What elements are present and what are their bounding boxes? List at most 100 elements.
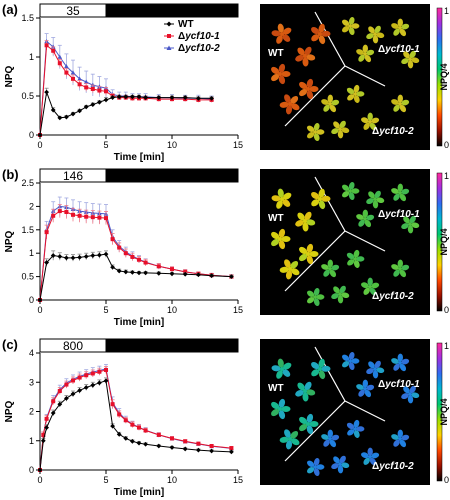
divider-line xyxy=(344,230,386,252)
leaf xyxy=(391,358,399,364)
leaf xyxy=(341,354,350,362)
data-point xyxy=(97,88,102,93)
leaf xyxy=(281,71,291,77)
y-tick-label: 1 xyxy=(29,52,34,62)
data-point xyxy=(57,54,63,59)
leaf xyxy=(306,219,316,226)
plant-rosette xyxy=(391,183,410,202)
x-tick-label: 10 xyxy=(167,140,177,150)
leaf-center xyxy=(288,267,292,271)
series-line xyxy=(39,210,232,301)
data-point xyxy=(83,254,89,259)
panel-letter: (b) xyxy=(2,167,19,182)
leaf-center xyxy=(303,54,307,58)
leaf xyxy=(299,416,308,425)
x-tick-label: 15 xyxy=(233,475,243,485)
data-point xyxy=(97,99,102,105)
leaf xyxy=(290,96,299,104)
leaf xyxy=(407,395,414,404)
series-wt xyxy=(37,250,234,303)
leaf xyxy=(311,362,320,370)
x-axis-label: Time [min] xyxy=(114,487,164,498)
leaf xyxy=(279,436,289,443)
leaf xyxy=(362,209,369,218)
leaf xyxy=(376,32,385,38)
leaf xyxy=(399,28,407,37)
light-intensity-label: 35 xyxy=(66,4,80,18)
data-point xyxy=(209,448,214,454)
leaf xyxy=(311,199,320,207)
data-point xyxy=(37,297,43,303)
y-tick-label: 1 xyxy=(29,248,34,258)
leaf xyxy=(346,87,355,95)
data-point xyxy=(51,399,56,404)
leaf xyxy=(316,129,325,135)
leaf xyxy=(306,296,315,304)
leaf xyxy=(329,104,337,113)
series-line xyxy=(39,368,232,471)
leaf xyxy=(327,259,334,268)
data-point xyxy=(143,260,148,265)
x-tick-label: 0 xyxy=(37,475,42,485)
leaf xyxy=(276,200,283,209)
data-point xyxy=(156,270,162,276)
data-point xyxy=(143,270,148,276)
leaf xyxy=(331,434,340,441)
data-point xyxy=(104,216,108,221)
y-tick-label: 1 xyxy=(29,436,34,446)
leaf-center xyxy=(368,285,372,289)
leaf xyxy=(401,223,409,230)
data-point xyxy=(130,438,135,444)
leaf xyxy=(321,264,329,270)
leaf-center xyxy=(398,437,402,441)
leaf xyxy=(323,269,330,277)
leaf xyxy=(313,288,320,296)
leaf xyxy=(276,370,283,379)
x-tick-label: 10 xyxy=(167,305,177,315)
leaf-center xyxy=(363,217,367,221)
plant-rosette xyxy=(341,352,360,370)
leaf xyxy=(363,457,370,465)
leaf xyxy=(358,389,365,397)
leaf xyxy=(313,298,320,306)
data-point xyxy=(117,245,122,250)
leaf-center xyxy=(408,222,412,226)
leaf-center xyxy=(338,462,342,466)
data-point xyxy=(57,61,62,66)
leaf xyxy=(284,259,291,268)
colorbar-label: NPQ/4 xyxy=(439,63,449,90)
leaf-center xyxy=(338,292,342,296)
data-point xyxy=(103,251,109,257)
x-tick-label: 5 xyxy=(103,140,108,150)
leaf xyxy=(369,287,377,296)
leaf xyxy=(348,182,355,190)
data-point xyxy=(116,431,122,437)
data-point xyxy=(143,428,148,433)
legend-label: WT xyxy=(178,19,194,30)
leaf xyxy=(361,117,369,124)
leaf xyxy=(363,287,370,295)
leaf xyxy=(321,434,329,440)
plant-rosette xyxy=(271,358,292,379)
data-point xyxy=(51,48,56,53)
plant-rosette xyxy=(356,209,375,228)
data-point xyxy=(182,446,188,452)
leaf xyxy=(271,231,280,240)
leaf xyxy=(316,464,325,470)
data-point xyxy=(83,79,89,84)
y-tick-label: 3 xyxy=(29,377,34,387)
leaf xyxy=(401,58,409,65)
leaf-center xyxy=(398,26,402,30)
data-point xyxy=(71,378,75,383)
data-point xyxy=(103,378,109,384)
x-axis-label: Time [min] xyxy=(114,317,164,328)
leaf xyxy=(337,130,344,139)
y-tick-label: 2 xyxy=(29,407,34,417)
data-point xyxy=(97,369,102,374)
colorbar xyxy=(436,172,443,312)
leaf xyxy=(353,260,360,268)
leaf xyxy=(407,60,414,69)
leaf-center xyxy=(318,367,322,371)
colorbar-bottom-label: 0 xyxy=(444,475,449,485)
